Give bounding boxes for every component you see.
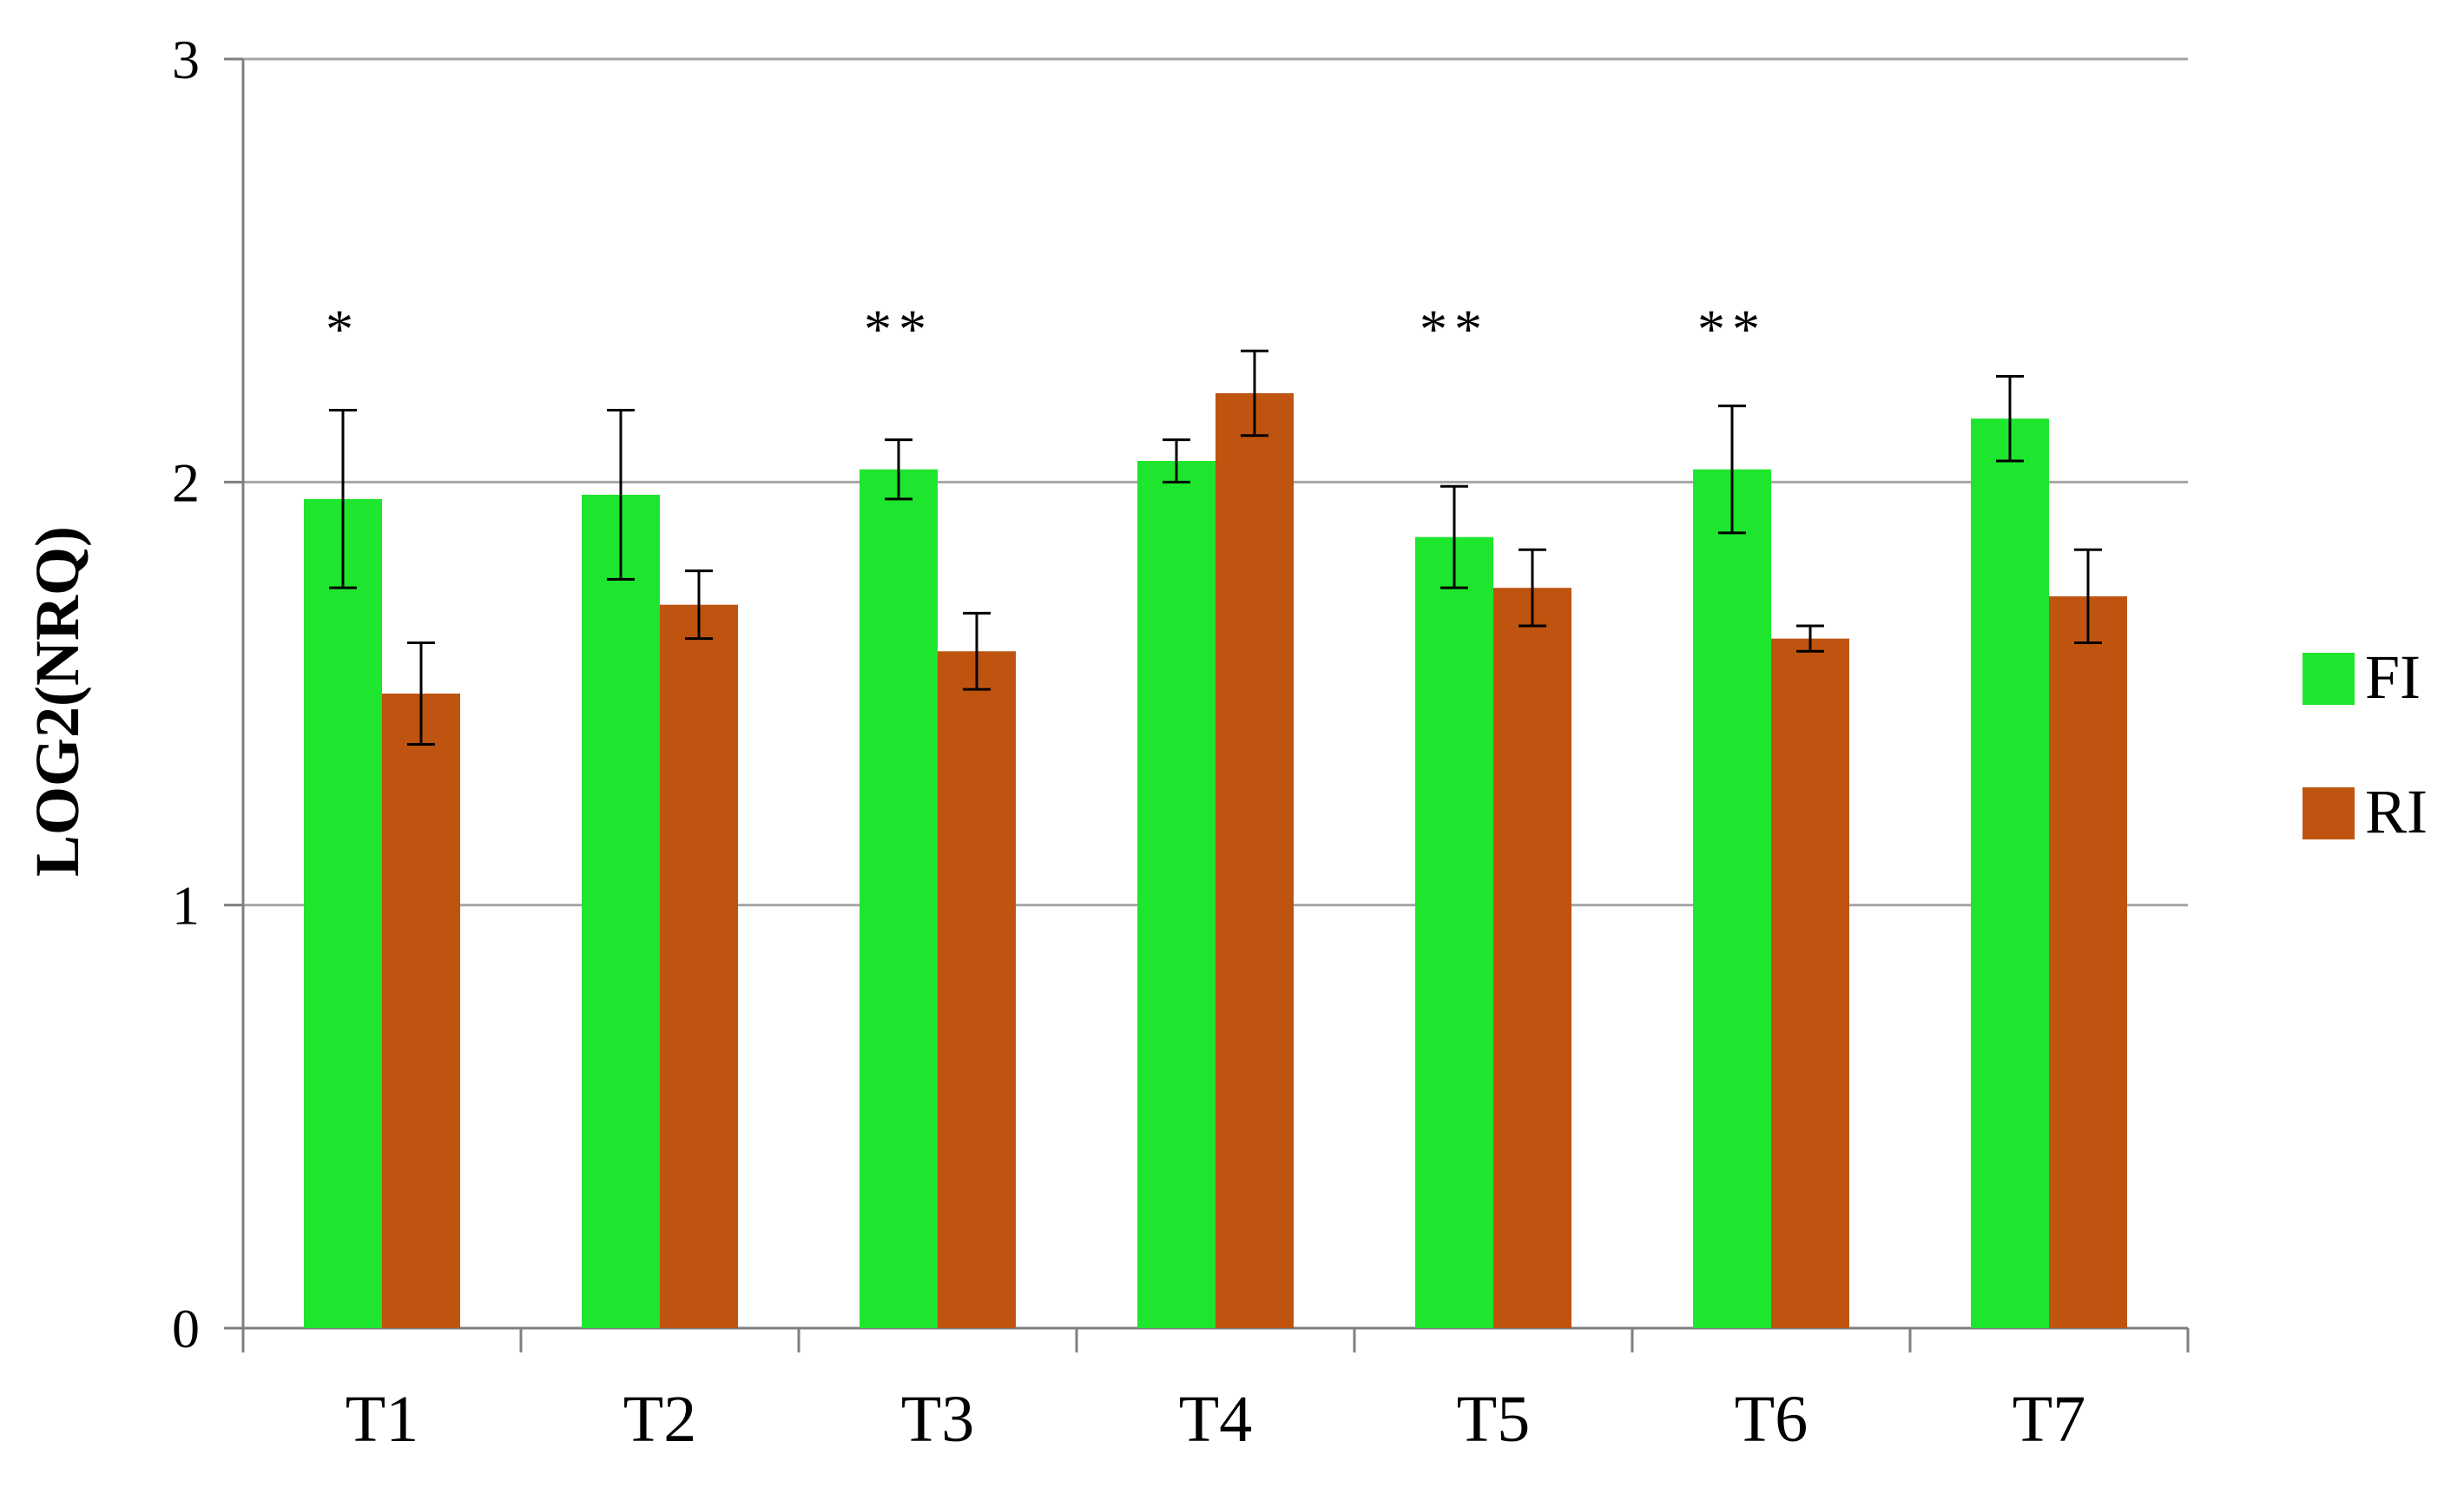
y-tick-label-3: 3	[172, 29, 200, 90]
bars	[304, 392, 2127, 1328]
legend: FI RI	[2303, 642, 2428, 846]
x-tick-label-T6: T6	[1735, 1383, 1808, 1456]
bar-RI-T1	[382, 694, 460, 1328]
legend-label-FI: FI	[2365, 642, 2421, 712]
x-tick-label-T7: T7	[2013, 1383, 2085, 1456]
legend-swatch-RI	[2303, 787, 2355, 839]
significance-marker-T1: *	[326, 298, 360, 359]
legend-swatch-FI	[2303, 653, 2355, 705]
x-tick-label-T5: T5	[1457, 1383, 1530, 1456]
y-tick-label-2: 2	[172, 451, 200, 513]
significance-marker-T6: **	[1697, 298, 1767, 359]
bar-RI-T5	[1493, 588, 1571, 1328]
bar-RI-T6	[1771, 638, 1849, 1328]
bar-FI-T1	[304, 498, 382, 1328]
bar-RI-T4	[1216, 392, 1294, 1328]
bar-RI-T7	[2049, 595, 2127, 1328]
bar-RI-T2	[660, 604, 738, 1328]
x-tick-label-T4: T4	[1179, 1383, 1252, 1456]
labels: T1 * T2 T3 ** T4 T5 ** T6 ** T7	[326, 298, 2085, 1456]
bar-FI-T6	[1693, 469, 1771, 1328]
x-tick-label-T2: T2	[623, 1383, 696, 1456]
significance-marker-T3: **	[864, 298, 933, 359]
x-tick-label-T3: T3	[901, 1383, 974, 1456]
bar-FI-T4	[1137, 460, 1216, 1328]
bar-FI-T5	[1415, 536, 1493, 1328]
y-tick-label-1: 1	[172, 875, 200, 937]
significance-marker-T5: **	[1420, 298, 1489, 359]
bar-FI-T3	[860, 469, 938, 1328]
bar-FI-T2	[582, 494, 660, 1328]
legend-label-RI: RI	[2365, 777, 2428, 846]
bar-FI-T7	[1971, 418, 2049, 1328]
bar-RI-T3	[938, 651, 1016, 1328]
error-bars	[329, 349, 2102, 746]
x-tick-label-T1: T1	[346, 1383, 418, 1456]
y-tick-label-0: 0	[172, 1298, 200, 1359]
y-axis-title: LOG2(NRQ)	[23, 526, 92, 877]
